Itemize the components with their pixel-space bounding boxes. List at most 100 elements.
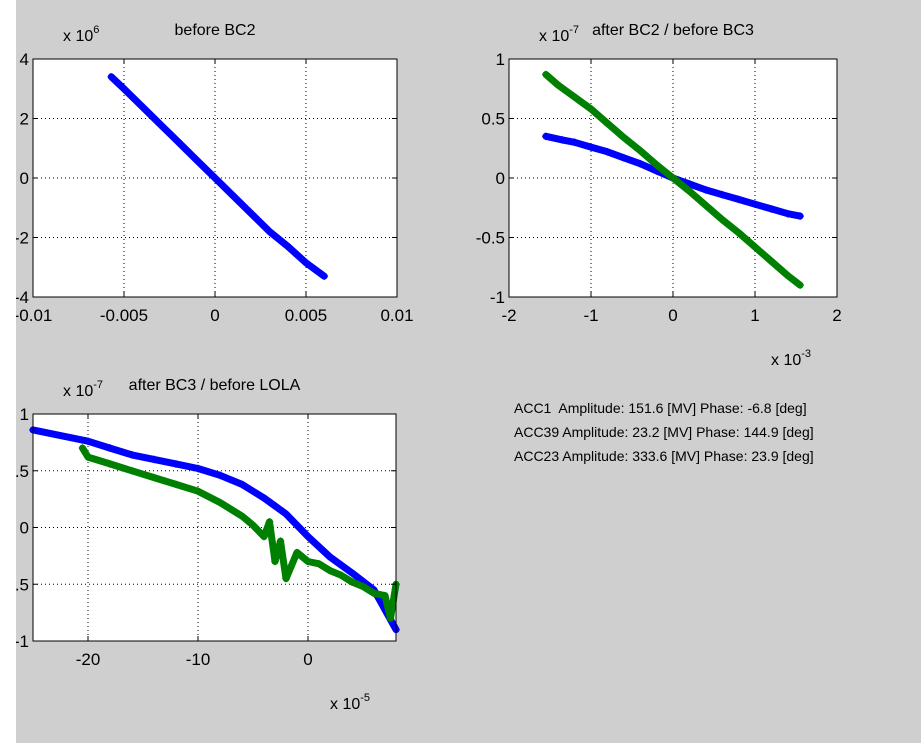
data-point bbox=[304, 532, 312, 541]
y-tick-label: 1 bbox=[20, 405, 29, 424]
data-point bbox=[603, 119, 612, 128]
data-point bbox=[718, 215, 727, 224]
data-point bbox=[84, 453, 92, 462]
data-point bbox=[172, 459, 180, 468]
series-1-after-bc3 bbox=[29, 425, 400, 634]
x-tick-label: 0 bbox=[303, 650, 312, 669]
data-point bbox=[359, 582, 367, 591]
y-tick-label: 0.5 bbox=[16, 462, 29, 481]
data-point bbox=[669, 174, 677, 182]
x-tick-label: 0 bbox=[210, 306, 219, 325]
x-tick-label: -20 bbox=[76, 650, 101, 669]
y-tick-label: -2 bbox=[16, 229, 29, 248]
y-tick-label: -1 bbox=[490, 288, 505, 307]
chart-title: after BC3 / before LOLA bbox=[129, 377, 301, 394]
data-point bbox=[337, 571, 345, 580]
data-point bbox=[302, 258, 310, 267]
data-point bbox=[558, 135, 567, 144]
y-tick-label: 1 bbox=[496, 50, 505, 69]
data-point bbox=[192, 156, 201, 165]
data-point bbox=[315, 559, 323, 568]
x-tick-label: -1 bbox=[583, 306, 598, 325]
data-point bbox=[172, 480, 180, 489]
y-exponent-label: x 10-7 bbox=[63, 379, 103, 400]
data-point bbox=[174, 138, 183, 147]
data-point bbox=[541, 70, 550, 79]
chart-before-bc2: -0.01 -0.005 0 0.005 0.01 -4 -2 0 2 4 before BC2 x … bbox=[16, 22, 414, 325]
data-point bbox=[238, 480, 246, 489]
acc1-info-text: ACC1 Amplitude: 151.6 [MV] Phase: -6.8 [… bbox=[514, 400, 807, 416]
chart-after-bc3: -20 -10 0 -1 -0.5 0 0.5 1 after BC3 / before LOL… bbox=[16, 377, 400, 713]
data-point bbox=[326, 566, 334, 575]
x-tick-label: -0.005 bbox=[100, 306, 148, 325]
series-1-before-bc2 bbox=[107, 72, 329, 281]
data-point bbox=[685, 187, 694, 196]
y-tick-label: 0 bbox=[20, 519, 29, 538]
data-point bbox=[636, 146, 645, 155]
data-point bbox=[249, 521, 257, 530]
data-point bbox=[282, 509, 290, 518]
data-point bbox=[276, 537, 285, 546]
data-point bbox=[138, 102, 147, 111]
data-point bbox=[796, 212, 805, 221]
data-point bbox=[751, 243, 759, 252]
data-point bbox=[128, 450, 136, 459]
data-point bbox=[283, 242, 292, 251]
data-point bbox=[541, 132, 550, 141]
data-point bbox=[751, 200, 759, 209]
series-band bbox=[29, 426, 400, 634]
chart-title: before BC2 bbox=[175, 22, 256, 39]
data-point bbox=[570, 138, 579, 147]
x-tick-label: -2 bbox=[501, 306, 516, 325]
data-point bbox=[603, 147, 612, 156]
x-tick-label: 0.005 bbox=[285, 306, 328, 325]
data-point bbox=[84, 437, 92, 446]
data-point bbox=[767, 204, 776, 213]
data-point bbox=[265, 227, 274, 236]
x-tick-label: 2 bbox=[832, 306, 841, 325]
data-point bbox=[320, 272, 329, 281]
data-point bbox=[128, 466, 136, 475]
data-point bbox=[216, 498, 224, 507]
x-tick-label: -10 bbox=[186, 650, 211, 669]
data-point bbox=[587, 104, 595, 113]
data-point bbox=[734, 228, 743, 237]
data-point bbox=[767, 257, 776, 266]
y-tick-label: -0.5 bbox=[476, 229, 505, 248]
y-exponent-label: x 106 bbox=[63, 24, 99, 45]
data-point bbox=[636, 159, 645, 168]
data-point bbox=[796, 281, 805, 290]
data-point bbox=[260, 493, 268, 502]
acc23-info-text: ACC23 Amplitude: 333.6 [MV] Phase: 23.9 … bbox=[514, 448, 814, 464]
data-point bbox=[587, 143, 595, 152]
data-point bbox=[106, 444, 114, 453]
data-point bbox=[150, 455, 158, 464]
data-point bbox=[265, 517, 274, 526]
x-tick-label: -0.01 bbox=[16, 306, 52, 325]
series-2-after-bc2 bbox=[541, 70, 805, 290]
data-point bbox=[554, 81, 563, 90]
data-point bbox=[570, 93, 579, 102]
data-point bbox=[701, 185, 710, 194]
y-tick-label: -0.5 bbox=[16, 575, 29, 594]
data-point bbox=[619, 133, 628, 142]
data-point bbox=[304, 557, 312, 566]
data-point bbox=[271, 557, 279, 566]
data-point bbox=[247, 209, 256, 218]
y-tick-label: 4 bbox=[20, 50, 29, 69]
data-point bbox=[619, 153, 628, 162]
data-point bbox=[348, 568, 356, 577]
data-point bbox=[120, 84, 128, 93]
data-point bbox=[194, 464, 202, 473]
x-tick-label: 0.01 bbox=[380, 306, 413, 325]
x-tick-label: 1 bbox=[750, 306, 759, 325]
data-point bbox=[156, 120, 165, 129]
data-point bbox=[229, 191, 238, 200]
data-point bbox=[107, 72, 116, 81]
data-point bbox=[718, 190, 727, 199]
y-tick-label: 0 bbox=[20, 169, 29, 188]
data-point bbox=[386, 614, 395, 623]
